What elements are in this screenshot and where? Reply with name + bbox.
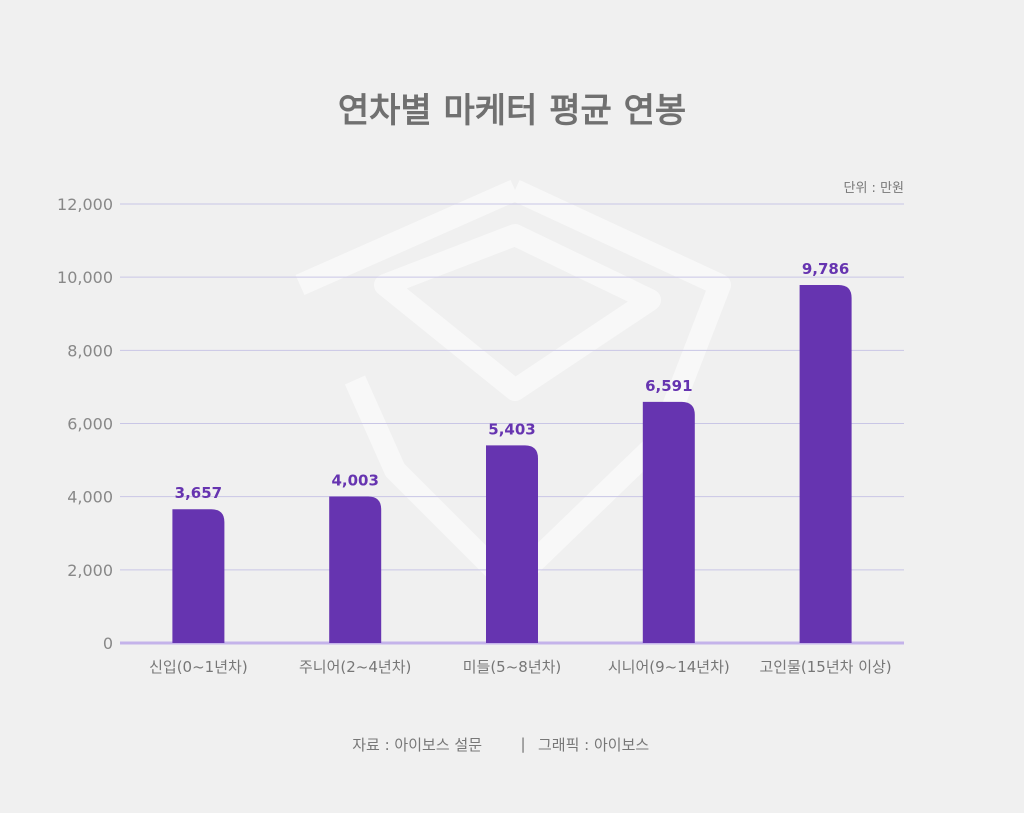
y-tick-label: 8,000	[67, 341, 113, 360]
y-tick-label: 10,000	[57, 268, 113, 287]
graphic-credit: 그래픽 : 아이보스	[538, 736, 649, 754]
bar	[329, 496, 382, 643]
chart-title: 연차별 마케터 평균 연봉	[338, 91, 686, 131]
bars	[172, 284, 852, 643]
y-tick-label: 12,000	[57, 195, 113, 214]
x-tick-label: 고인물(15년차 이상)	[760, 658, 892, 676]
source-note: 자료 : 아이보스 설문	[352, 736, 482, 754]
x-tick-label: 신입(0~1년차)	[149, 658, 248, 676]
bar-value-label: 9,786	[802, 260, 849, 278]
watermark-logo	[295, 179, 731, 596]
x-tick-label: 주니어(2~4년차)	[299, 658, 411, 676]
bar	[642, 401, 695, 643]
bar-value-label: 4,003	[331, 472, 378, 490]
bar-value-label: 5,403	[488, 420, 535, 438]
bar	[799, 284, 852, 643]
x-tick-label: 미들(5~8년차)	[463, 658, 562, 676]
bar-value-label: 6,591	[645, 377, 692, 395]
value-labels: 3,657 4,003 5,403 6,591 9,786	[175, 260, 850, 502]
x-axis-ticks: 신입(0~1년차) 주니어(2~4년차) 미들(5~8년차) 시니어(9~14년차) 고…	[149, 658, 892, 676]
y-tick-label: 6,000	[67, 415, 113, 434]
y-tick-label: 4,000	[67, 488, 113, 507]
bar-value-label: 3,657	[175, 484, 222, 502]
unit-note: 단위 : 만원	[844, 181, 905, 196]
x-tick-label: 시니어(9~14년차)	[608, 658, 730, 676]
y-tick-label: 2,000	[67, 561, 113, 580]
source-separator: |	[520, 735, 525, 753]
y-tick-label: 0	[103, 634, 113, 653]
bar	[486, 445, 538, 643]
y-axis-ticks: 0 2,000 4,000 6,000 8,000 10,000 12,000	[57, 195, 113, 653]
bar	[172, 509, 225, 643]
